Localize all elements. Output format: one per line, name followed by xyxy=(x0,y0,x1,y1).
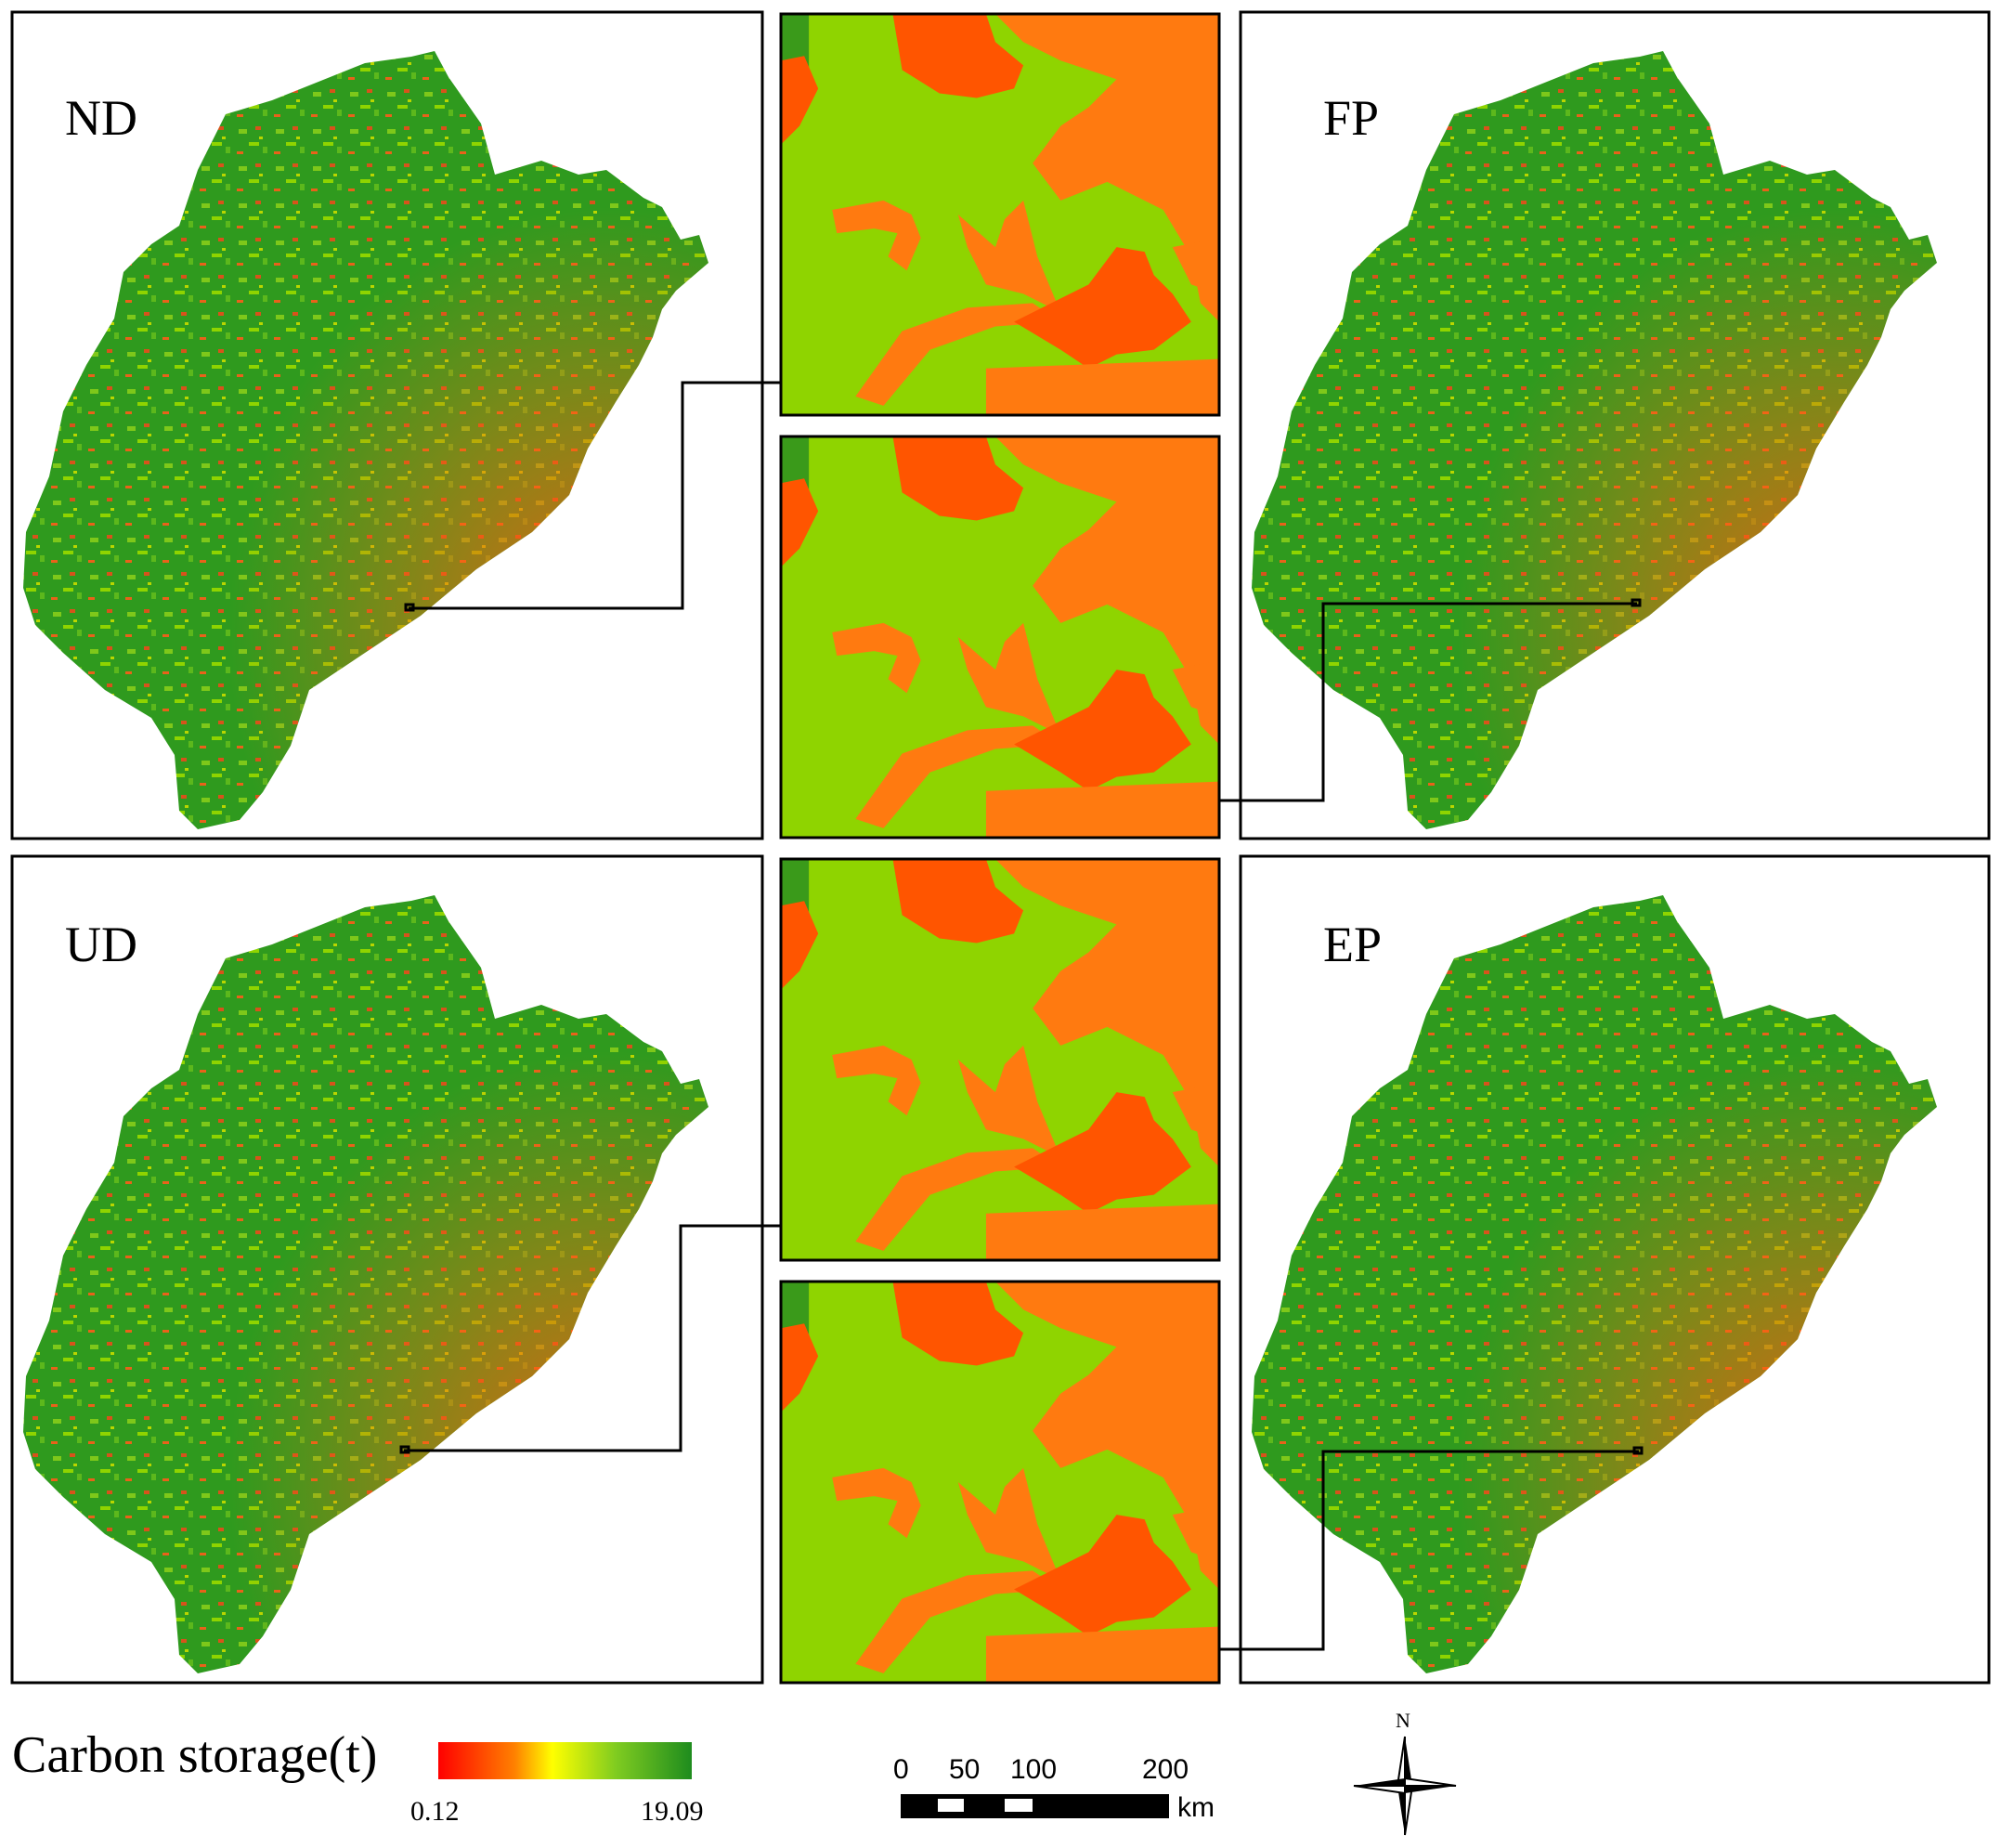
leader-line-nd xyxy=(409,381,781,610)
scale-bar: 0 50 100 200 km xyxy=(893,1754,1215,1823)
panel-label-fp: FP xyxy=(1323,90,1379,146)
map-panel-ep: EP xyxy=(1239,854,1991,1685)
locator-box-ep xyxy=(1632,1446,1644,1455)
legend-min-label: 0.12 xyxy=(410,1796,460,1827)
zoom-inset-fp xyxy=(779,435,1221,839)
locator-box-ud xyxy=(399,1445,410,1454)
north-label: N xyxy=(1396,1709,1410,1732)
zoom-inset-ud xyxy=(779,857,1221,1262)
map-panel-nd: ND xyxy=(10,10,764,840)
scale-tick-50: 50 xyxy=(949,1754,980,1785)
leader-lines xyxy=(399,381,1644,1651)
zoom-inset-ep xyxy=(779,1280,1221,1685)
legend-title: Carbon storage(t) xyxy=(12,1726,377,1784)
leader-line-fp xyxy=(1219,602,1637,802)
panel-label-nd: ND xyxy=(65,90,137,146)
scale-unit: km xyxy=(1177,1792,1215,1823)
locator-box-fp xyxy=(1631,598,1642,607)
legend: Carbon storage(t) 0.12 19.09 xyxy=(12,1726,704,1827)
north-arrow-icon: N xyxy=(1353,1709,1457,1836)
panel-label-ud: UD xyxy=(65,917,137,972)
leader-line-ep xyxy=(1219,1450,1639,1651)
map-panel-ud: UD xyxy=(10,854,764,1685)
leader-line-ud xyxy=(404,1224,781,1452)
locator-box-nd xyxy=(404,603,415,612)
scale-tick-200: 200 xyxy=(1142,1754,1189,1785)
map-panel-fp: FP xyxy=(1239,10,1991,840)
legend-color-ramp xyxy=(438,1742,692,1779)
legend-max-label: 19.09 xyxy=(641,1796,704,1827)
scale-tick-0: 0 xyxy=(893,1754,909,1785)
zoom-inset-nd xyxy=(779,12,1221,417)
scale-tick-100: 100 xyxy=(1010,1754,1057,1785)
panel-label-ep: EP xyxy=(1323,917,1382,972)
